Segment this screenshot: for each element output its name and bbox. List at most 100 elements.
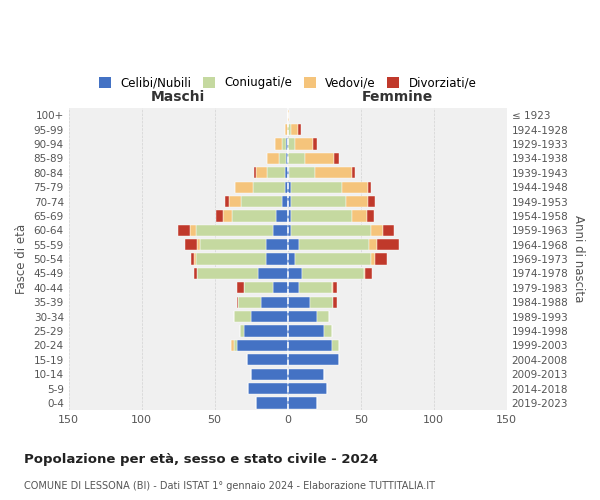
- Bar: [244, 282, 273, 294]
- Bar: [236, 296, 238, 308]
- Bar: [267, 152, 279, 164]
- Bar: [302, 268, 364, 279]
- Bar: [251, 311, 287, 322]
- Bar: [276, 210, 287, 222]
- Bar: [197, 268, 259, 279]
- Bar: [241, 196, 282, 207]
- Bar: [287, 110, 289, 121]
- Bar: [238, 296, 262, 308]
- Text: Popolazione per età, sesso e stato civile - 2024: Popolazione per età, sesso e stato civil…: [24, 452, 378, 466]
- Bar: [331, 340, 339, 351]
- Bar: [196, 254, 266, 264]
- Bar: [287, 167, 289, 178]
- Bar: [290, 210, 352, 222]
- Bar: [232, 210, 276, 222]
- Text: Maschi: Maschi: [151, 90, 205, 104]
- Bar: [287, 326, 324, 336]
- Bar: [196, 224, 273, 236]
- Bar: [333, 282, 337, 294]
- Y-axis label: Anni di nascita: Anni di nascita: [572, 216, 585, 303]
- Bar: [376, 254, 387, 264]
- Bar: [287, 254, 295, 264]
- Bar: [324, 326, 331, 336]
- Y-axis label: Fasce di età: Fasce di età: [15, 224, 28, 294]
- Bar: [333, 296, 337, 308]
- Bar: [364, 268, 365, 279]
- Bar: [290, 124, 298, 135]
- Bar: [368, 182, 371, 192]
- Bar: [239, 326, 244, 336]
- Bar: [251, 368, 287, 380]
- Bar: [287, 311, 317, 322]
- Bar: [331, 282, 333, 294]
- Bar: [287, 398, 317, 408]
- Bar: [342, 182, 368, 192]
- Bar: [191, 254, 194, 264]
- Bar: [290, 182, 342, 192]
- Bar: [287, 196, 290, 207]
- Bar: [287, 282, 299, 294]
- Bar: [197, 239, 200, 250]
- Bar: [200, 239, 266, 250]
- Bar: [289, 167, 316, 178]
- Bar: [190, 224, 196, 236]
- Bar: [317, 311, 329, 322]
- Bar: [352, 210, 367, 222]
- Bar: [266, 254, 287, 264]
- Bar: [273, 224, 287, 236]
- Bar: [225, 196, 229, 207]
- Bar: [256, 398, 287, 408]
- Bar: [286, 152, 287, 164]
- Bar: [290, 196, 346, 207]
- Bar: [178, 224, 190, 236]
- Bar: [298, 124, 301, 135]
- Bar: [282, 138, 286, 149]
- Bar: [368, 196, 376, 207]
- Bar: [285, 167, 287, 178]
- Bar: [223, 210, 232, 222]
- Bar: [287, 383, 327, 394]
- Bar: [262, 296, 287, 308]
- Bar: [299, 239, 370, 250]
- Bar: [229, 196, 241, 207]
- Bar: [295, 254, 371, 264]
- Bar: [305, 152, 334, 164]
- Bar: [233, 340, 236, 351]
- Bar: [266, 239, 287, 250]
- Bar: [285, 182, 287, 192]
- Bar: [287, 268, 302, 279]
- Bar: [287, 138, 295, 149]
- Bar: [290, 224, 371, 236]
- Bar: [287, 124, 290, 135]
- Bar: [194, 268, 197, 279]
- Bar: [235, 182, 253, 192]
- Bar: [287, 368, 324, 380]
- Bar: [316, 167, 352, 178]
- Bar: [236, 340, 287, 351]
- Bar: [256, 167, 267, 178]
- Bar: [273, 282, 287, 294]
- Bar: [287, 296, 310, 308]
- Bar: [285, 124, 287, 135]
- Bar: [259, 268, 287, 279]
- Bar: [286, 138, 287, 149]
- Bar: [233, 311, 251, 322]
- Bar: [352, 167, 355, 178]
- Bar: [275, 138, 282, 149]
- Bar: [194, 254, 196, 264]
- Bar: [383, 224, 394, 236]
- Bar: [287, 182, 290, 192]
- Bar: [365, 268, 373, 279]
- Bar: [279, 152, 286, 164]
- Bar: [185, 239, 197, 250]
- Bar: [334, 152, 339, 164]
- Bar: [231, 340, 233, 351]
- Bar: [377, 239, 398, 250]
- Bar: [287, 354, 339, 366]
- Bar: [236, 282, 244, 294]
- Bar: [287, 239, 299, 250]
- Bar: [370, 239, 377, 250]
- Bar: [248, 383, 287, 394]
- Bar: [346, 196, 368, 207]
- Bar: [371, 224, 383, 236]
